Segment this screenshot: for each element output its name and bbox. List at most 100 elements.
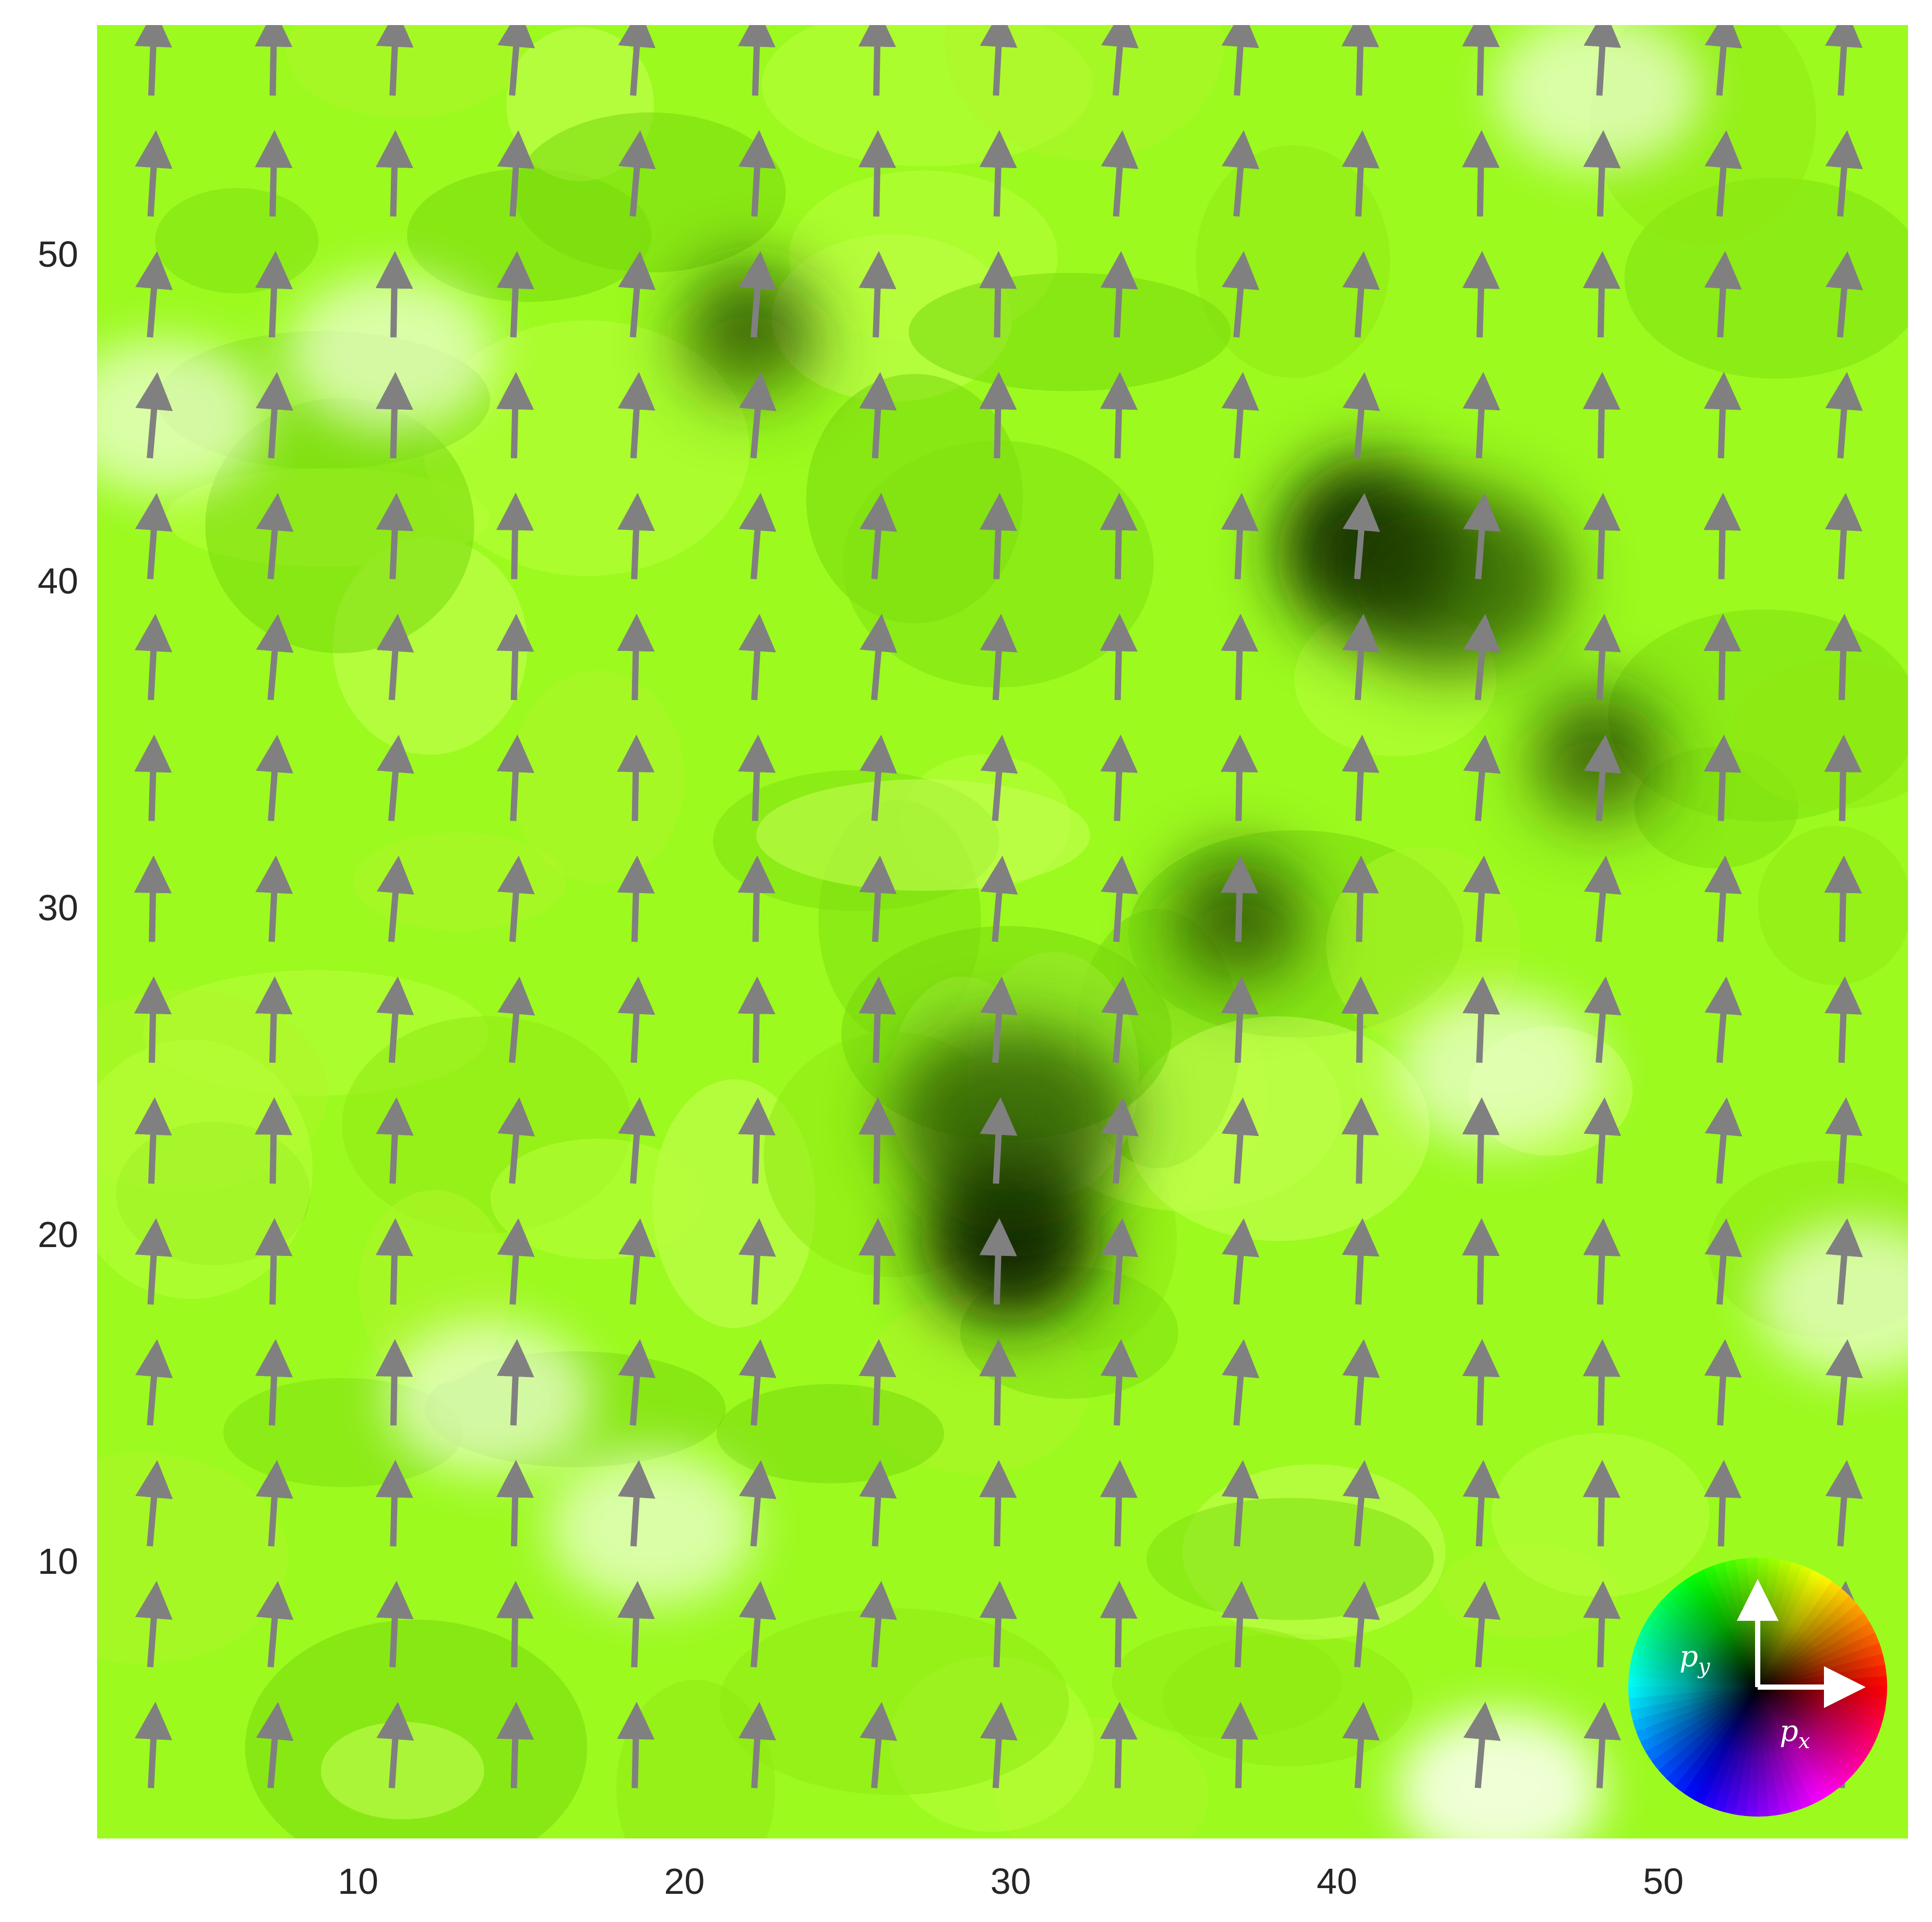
vector-arrow — [375, 1339, 413, 1426]
x-tick-label: 10 — [338, 1861, 378, 1902]
vector-arrow — [496, 251, 534, 338]
texture-blob — [1196, 145, 1390, 378]
vector-arrow — [738, 1339, 777, 1426]
vector-arrow — [1342, 493, 1380, 579]
vector-arrow — [1582, 1460, 1620, 1547]
vector-arrow — [1100, 1460, 1138, 1547]
vector-arrow — [1462, 976, 1500, 1063]
vector-arrow — [375, 1218, 413, 1305]
vector-arrow — [1342, 372, 1380, 459]
vector-arrow — [256, 1702, 294, 1788]
vector-arrow — [1704, 25, 1743, 96]
dark-region-halo — [890, 1025, 1131, 1213]
vector-arrow — [859, 372, 897, 459]
light-region — [1494, 25, 1702, 169]
vector-arrow — [1704, 1218, 1743, 1305]
vector-arrow — [1583, 1581, 1621, 1668]
vector-arrow — [1462, 25, 1500, 96]
vector-arrow — [618, 130, 656, 217]
vector-arrow — [1704, 976, 1743, 1063]
vector-arrow — [135, 130, 173, 217]
vector-arrow — [255, 1097, 293, 1184]
vector-arrow — [979, 1339, 1017, 1426]
vector-arrow — [1221, 613, 1259, 701]
vector-arrow — [1583, 1702, 1621, 1788]
vector-arrow — [1221, 1460, 1259, 1547]
light-region — [1396, 1711, 1605, 1838]
vector-arrow — [618, 1218, 656, 1305]
vector-arrow — [860, 1702, 898, 1788]
vector-arrow — [375, 1460, 413, 1547]
texture-blob — [616, 1679, 776, 1838]
texture-blob — [717, 1384, 945, 1484]
vector-arrow — [738, 613, 776, 701]
vector-arrow — [496, 1460, 534, 1547]
vector-arrow — [1100, 734, 1138, 821]
vector-arrow — [1100, 1701, 1138, 1788]
vector-arrow — [618, 251, 656, 338]
vector-arrow — [496, 613, 534, 701]
vector-arrow — [1221, 1097, 1259, 1184]
vector-arrow — [255, 1460, 293, 1547]
vector-arrow — [1703, 492, 1742, 579]
vector-arrow — [1463, 493, 1501, 579]
texture-blob — [909, 272, 1231, 391]
vector-arrow — [256, 613, 294, 701]
vector-arrow — [1703, 372, 1742, 459]
vector-arrow — [980, 613, 1018, 701]
vector-arrow — [1221, 493, 1259, 579]
vector-arrow — [1221, 25, 1259, 96]
vector-arrow — [1222, 251, 1260, 338]
vector-arrow — [376, 1702, 414, 1788]
vector-arrow — [1583, 25, 1621, 96]
texture-blob — [756, 779, 1091, 891]
vector-arrow — [1824, 493, 1863, 579]
light-region — [1755, 1221, 1908, 1378]
vector-arrow — [618, 1097, 656, 1184]
vector-arrow — [256, 493, 294, 579]
vector-arrow — [1221, 976, 1259, 1063]
vector-arrow — [1825, 130, 1863, 217]
vector-arrow — [1101, 1218, 1139, 1305]
vector-arrow — [1342, 251, 1380, 338]
x-axis-tick-labels: 10 20 30 40 50 — [338, 1861, 1684, 1902]
vector-arrow — [1462, 251, 1500, 338]
vector-arrow — [255, 976, 293, 1063]
vector-arrow — [1342, 734, 1380, 821]
vector-arrow — [1342, 1339, 1380, 1426]
vector-arrow — [497, 976, 535, 1063]
vector-arrow — [1341, 976, 1379, 1063]
vector-arrow — [1342, 613, 1380, 701]
vector-arrow — [134, 1097, 172, 1184]
vector-arrow — [1463, 855, 1501, 942]
vector-arrow — [738, 493, 777, 579]
vector-arrow — [135, 1702, 172, 1788]
x-tick-label: 50 — [1643, 1861, 1684, 1902]
vector-arrow — [1100, 613, 1138, 701]
vector-arrow — [1582, 251, 1620, 338]
vector-arrow — [617, 1581, 655, 1668]
vector-arrow — [497, 1218, 535, 1305]
vector-arrow — [1825, 372, 1863, 459]
vector-arrow — [256, 1581, 294, 1668]
vector-arrow — [858, 1097, 896, 1184]
vector-arrow — [979, 1460, 1017, 1547]
vector-arrow — [979, 492, 1017, 579]
vector-arrow — [1583, 492, 1621, 579]
vector-arrow — [859, 855, 897, 942]
vector-arrow — [737, 976, 776, 1063]
vector-arrow — [497, 25, 535, 96]
vector-arrow — [739, 372, 777, 459]
vector-arrow — [1583, 1097, 1621, 1184]
vector-arrow — [1825, 1097, 1863, 1184]
vector-arrow — [617, 372, 655, 459]
vector-arrow — [135, 1460, 173, 1547]
light-region — [97, 339, 267, 496]
vector-arrow — [617, 1701, 655, 1788]
y-axis-tick-labels: 10 20 30 40 50 — [38, 234, 78, 1582]
vector-arrow — [860, 734, 897, 821]
vector-arrow — [497, 734, 534, 821]
vector-arrow — [1583, 613, 1621, 701]
dark-region-halo — [1525, 718, 1672, 833]
vector-arrow — [135, 1218, 173, 1305]
